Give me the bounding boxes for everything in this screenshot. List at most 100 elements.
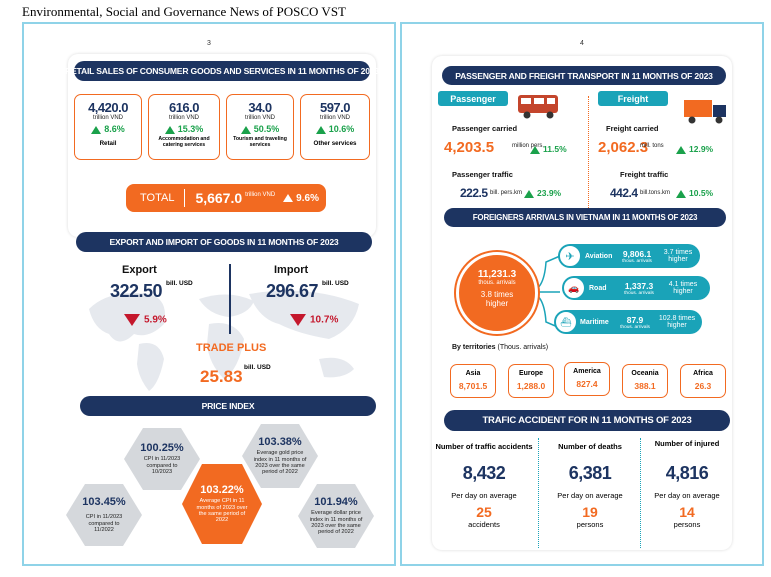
page-4-panel: 4 PASSENGER AND FREIGHT TRANSPORT IN 11 … xyxy=(400,22,764,566)
passenger-tag: Passenger xyxy=(438,91,508,106)
territory-name: America xyxy=(573,368,601,375)
accident-per-day: Per day on average xyxy=(557,491,623,500)
trade-divider xyxy=(229,264,231,334)
mode-value: 87.9 xyxy=(626,314,644,325)
accident-label: Number of traffic accidents xyxy=(435,442,533,451)
export-label: Export xyxy=(122,264,157,276)
truck-icon xyxy=(684,100,726,124)
mode-times: 3.7 times xyxy=(663,249,693,256)
accident-value: 8,432 xyxy=(462,463,506,483)
retail-change: 50.5% xyxy=(253,124,280,134)
up-arrow-icon xyxy=(530,145,540,154)
hex-value: 100.25% xyxy=(140,442,184,455)
hex-desc: CPI in 11/2023 compared to 11/2022 xyxy=(85,514,123,534)
passenger-carried-change: 11.5% xyxy=(543,144,567,154)
freight-tag: Freight xyxy=(598,91,668,106)
import-unit: bill. USD xyxy=(322,280,349,287)
transport-title: PASSENGER AND FREIGHT TRANSPORT IN 11 MO… xyxy=(442,66,726,85)
airplane-icon: ✈ xyxy=(559,245,581,267)
mode-name: Maritime xyxy=(580,318,609,326)
retail-unit: trillion VND xyxy=(319,115,350,121)
mode-name: Road xyxy=(589,284,607,292)
accident-per-day: Per day on average xyxy=(451,491,517,500)
hex-value: 101.94% xyxy=(314,496,358,509)
accident-value: 6,381 xyxy=(568,463,612,483)
arrival-mode-aviation: ✈ Aviation 9,806.1 thous. arrivals 3.7 ti… xyxy=(558,244,700,268)
mode-value: 1,337.3 xyxy=(624,280,654,291)
freight-carried-change: 12.9% xyxy=(689,144,714,154)
accident-col-injured: Number of injured 4,816 Per day on avera… xyxy=(644,439,730,529)
arrival-mode-maritime: ⛴ Maritime 87.9 thous. arrivals 102.8 tim… xyxy=(554,310,702,334)
retail-label: Other services xyxy=(313,140,357,147)
arrivals-total-value: 11,231.3 xyxy=(477,269,517,280)
retail-value: 616.0 xyxy=(168,100,200,115)
retail-label: Tourism and traveling services xyxy=(233,136,287,148)
hex-value: 103.45% xyxy=(82,496,126,509)
retail-title: RETAIL SALES OF CONSUMER GOODS AND SERVI… xyxy=(65,61,379,81)
freight-traffic-change: 10.5% xyxy=(689,188,714,198)
passenger-traffic-change-group: 23.9% xyxy=(524,188,561,198)
retail-change: 15.3% xyxy=(177,124,204,134)
total-change: 9.6% xyxy=(296,192,319,204)
mode-times: 4.1 times xyxy=(668,281,698,288)
arrivals-total-unit: thous. arrivals xyxy=(478,280,516,286)
passenger-traffic-unit: bill. pers.km xyxy=(490,190,523,196)
freight-traffic-unit: bill.tons.km xyxy=(640,190,671,196)
accident-day-unit: accidents xyxy=(468,520,500,529)
passenger-carried-change-group: 11.5% xyxy=(530,144,567,154)
accident-col-deaths: Number of deaths 6,381 Per day on averag… xyxy=(542,442,638,529)
retail-value: 4,420.0 xyxy=(88,100,128,115)
mode-higher: higher xyxy=(673,288,693,295)
import-change: 10.7% xyxy=(310,314,339,326)
passenger-carried-label: Passenger carried xyxy=(452,124,518,133)
territory-value: 388.1 xyxy=(634,381,656,391)
arrivals-total-times: 3.8 times xyxy=(480,290,514,299)
mode-unit: thous. arrivals xyxy=(622,258,652,264)
export-value: 322.50 xyxy=(110,281,163,301)
mode-higher: higher xyxy=(668,256,688,263)
freight-carried-change-group: 12.9% xyxy=(676,144,713,154)
ship-icon: ⛴ xyxy=(555,311,577,333)
mode-unit: thous. arrivals xyxy=(620,324,650,330)
hex-desc: Everage gold price index in 11 months of… xyxy=(253,450,307,476)
price-hex-avg-cpi: 103.22% Average CPI in 11 months of 2023… xyxy=(182,464,262,544)
accident-label: Number of injured xyxy=(654,439,720,448)
territories-heading: By territories (Thous. arrivals) xyxy=(452,344,548,351)
accident-day-unit: persons xyxy=(673,520,701,529)
retail-total-bar: TOTAL 5,667.0 trillion VND 9.6% xyxy=(126,184,326,212)
price-hex-gold: 103.38% Everage gold price index in 11 m… xyxy=(242,424,318,488)
import-change-group: 10.7% xyxy=(290,314,338,326)
freight-carried-value: 2,062.3 xyxy=(598,139,649,156)
retail-unit: trillion VND xyxy=(244,115,275,121)
page-number: 3 xyxy=(207,40,211,47)
total-value: 5,667.0 xyxy=(195,190,243,206)
up-arrow-icon xyxy=(676,145,686,154)
import-label: Import xyxy=(274,264,309,276)
accident-day-value: 19 xyxy=(582,504,598,520)
mode-times: 102.8 times xyxy=(658,315,696,322)
territories-label: By territories xyxy=(452,344,496,351)
territory-value: 827.4 xyxy=(576,379,598,389)
accident-divider-1 xyxy=(538,438,539,548)
territory-africa: Africa 26.3 xyxy=(680,364,726,398)
passenger-carried-unit: million pers. xyxy=(512,143,545,149)
freight-traffic-change-group: 10.5% xyxy=(676,188,713,198)
arrival-mode-road: 🚗 Road 1,337.3 thous. arrivals 4.1 times h… xyxy=(562,276,710,300)
hex-desc: Average CPI in 11 months of 2023 over th… xyxy=(196,498,248,524)
up-arrow-icon xyxy=(315,125,326,134)
price-hex-cpi-year: 103.45% CPI in 11/2023 compared to 11/20… xyxy=(66,484,142,546)
hex-desc: Everage dollar price index in 11 months … xyxy=(309,510,363,536)
accident-divider-2 xyxy=(640,438,641,548)
territory-asia: Asia 8,701.5 xyxy=(450,364,496,398)
accident-day-value: 25 xyxy=(476,504,492,520)
retail-change: 10.6% xyxy=(328,124,355,134)
accident-title: TRAFIC ACCIDENT FOR IN 11 MONTHS OF 2023 xyxy=(444,410,730,431)
arrivals-total-higher: higher xyxy=(485,299,509,308)
freight-carried-unit: mill. tons xyxy=(640,143,664,149)
accident-label: Number of deaths xyxy=(558,442,622,451)
accident-col-accidents: Number of traffic accidents 8,432 Per da… xyxy=(434,442,534,529)
retail-item-retail: 4,420.0 trillion VND 8.6% Retail xyxy=(74,94,142,160)
trade-plus-unit: bill. USD xyxy=(244,364,271,371)
retail-value: 34.0 xyxy=(248,100,272,115)
accident-value: 4,816 xyxy=(665,463,709,483)
